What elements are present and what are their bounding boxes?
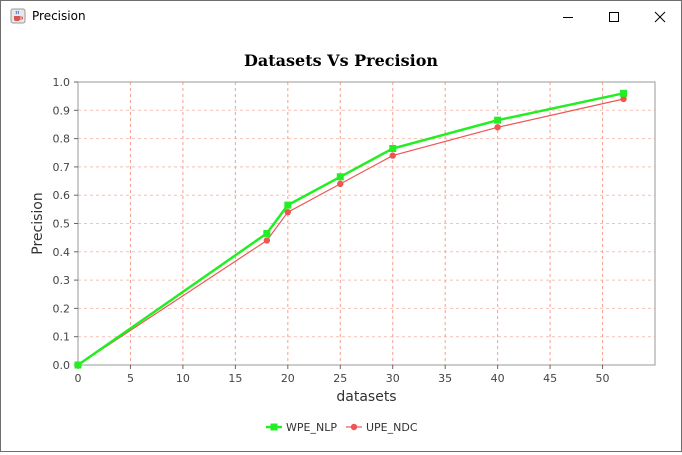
legend-item: WPE_NLP [266, 421, 337, 434]
legend: WPE_NLP UPE_NDC [266, 421, 418, 434]
maximize-button[interactable] [591, 1, 637, 32]
x-tick-label: 25 [333, 372, 347, 385]
x-tick-label: 20 [281, 372, 295, 385]
title-bar[interactable]: Precision [1, 1, 681, 32]
y-tick-label: 0.2 [53, 302, 71, 315]
y-tick-label: 0.9 [53, 104, 71, 117]
y-tick-label: 0.7 [53, 161, 71, 174]
grid [78, 82, 655, 365]
data-point [337, 180, 344, 188]
data-point [284, 208, 292, 216]
x-tick-label: 15 [228, 372, 242, 385]
minimize-icon [563, 16, 573, 18]
x-tick-label: 5 [127, 372, 134, 385]
data-point [620, 95, 627, 103]
x-tick-label: 0 [75, 372, 82, 385]
x-tick-label: 35 [438, 372, 452, 385]
y-tick-label: 0.8 [53, 133, 71, 146]
y-axis: 0.0 0.1 0.2 0.3 0.4 0.5 0.6 0.7 0.8 0.9 1.0 [53, 76, 78, 372]
data-point [263, 237, 271, 244]
y-tick-label: 0.3 [53, 274, 71, 287]
x-tick-label: 45 [543, 372, 557, 385]
y-tick-label: 0.0 [53, 359, 71, 372]
chart-title: Datasets Vs Precision [244, 51, 438, 70]
data-point [74, 361, 82, 369]
y-tick-label: 0.5 [53, 218, 71, 231]
x-tick-label: 10 [176, 372, 190, 385]
data-point [620, 89, 628, 97]
x-tick-label: 30 [386, 372, 400, 385]
y-tick-label: 0.1 [53, 331, 71, 344]
close-button[interactable] [637, 1, 682, 32]
x-tick-label: 40 [491, 372, 505, 385]
x-tick-label: 50 [596, 372, 610, 385]
data-point [494, 124, 501, 131]
y-tick-label: 0.6 [53, 189, 71, 202]
series-wpe-nlp [74, 89, 628, 369]
series-line [77, 92, 624, 367]
legend-marker [270, 423, 278, 431]
data-point [494, 116, 502, 124]
y-tick-label: 1.0 [53, 76, 71, 89]
chart-panel: Datasets Vs Precision 0.0 0.1 0.2 0.3 0.4 0.5… [1, 32, 681, 451]
java-cup-icon [10, 8, 26, 24]
x-axis-label: datasets [336, 389, 396, 405]
maximize-icon [609, 11, 619, 22]
window-title: Precision [32, 9, 86, 23]
legend-item: UPE_NDC [346, 421, 418, 434]
y-tick-label: 0.4 [53, 246, 71, 259]
data-point [389, 152, 396, 159]
legend-label: WPE_NLP [286, 421, 337, 434]
series-upe-ndc [74, 95, 627, 369]
line-chart: Datasets Vs Precision 0.0 0.1 0.2 0.3 0.4 0.5… [30, 51, 656, 434]
data-point [263, 229, 271, 237]
data-point [389, 145, 397, 153]
x-axis: 0 5 10 15 20 25 30 35 40 45 50 [75, 365, 610, 385]
close-icon [654, 11, 666, 22]
legend-label: UPE_NDC [366, 421, 418, 434]
series [74, 89, 628, 369]
y-axis-label: Precision [30, 192, 46, 254]
minimize-button[interactable] [545, 1, 591, 32]
data-point [284, 201, 292, 209]
data-point [336, 173, 344, 181]
legend-marker [350, 423, 358, 431]
